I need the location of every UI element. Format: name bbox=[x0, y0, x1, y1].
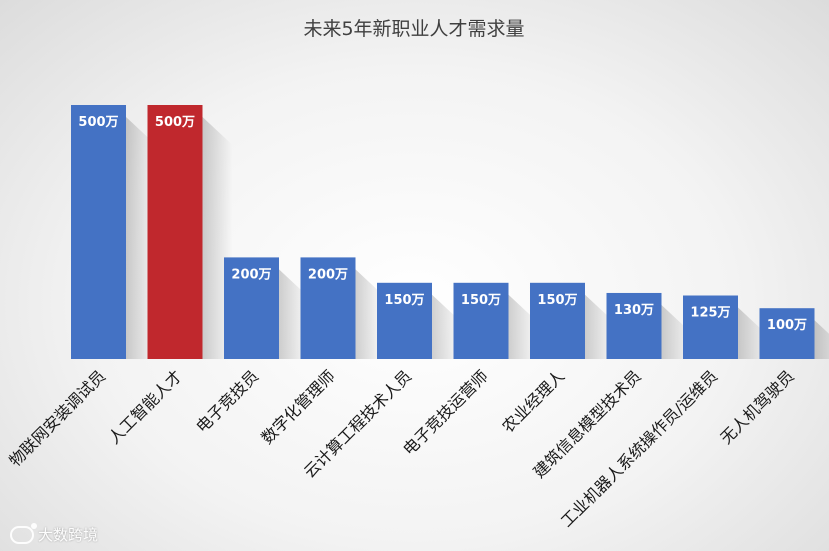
category-label: 物联网安装调试员 bbox=[5, 366, 109, 470]
chart-title: 未来5年新职业人才需求量 bbox=[303, 18, 524, 40]
data-label: 500万 bbox=[78, 115, 118, 130]
category-label: 无人机驾驶员 bbox=[717, 366, 798, 447]
category-label: 人工智能人才 bbox=[105, 366, 186, 447]
data-label: 130万 bbox=[614, 303, 654, 318]
bar bbox=[224, 257, 279, 359]
data-label: 150万 bbox=[537, 293, 577, 308]
bar-shadow bbox=[814, 320, 829, 359]
bar bbox=[759, 308, 815, 359]
watermark: 大数跨境 bbox=[10, 522, 99, 545]
bar bbox=[300, 257, 356, 359]
data-label: 100万 bbox=[767, 318, 807, 333]
data-label: 200万 bbox=[231, 267, 271, 282]
bar bbox=[453, 282, 509, 359]
category-label: 电子竞技员 bbox=[192, 366, 262, 436]
category-label: 数字化管理师 bbox=[258, 366, 339, 447]
data-label: 125万 bbox=[690, 306, 730, 321]
data-label: 200万 bbox=[308, 267, 348, 282]
bar bbox=[683, 295, 738, 359]
data-label: 150万 bbox=[461, 293, 501, 308]
bar bbox=[71, 105, 126, 359]
watermark-text: 大数跨境 bbox=[38, 526, 99, 544]
data-label: 500万 bbox=[155, 115, 195, 130]
data-label: 150万 bbox=[384, 293, 424, 308]
bar bbox=[530, 282, 585, 359]
logo-icon bbox=[10, 522, 37, 544]
category-label: 农业经理人 bbox=[498, 366, 568, 436]
bar bbox=[606, 292, 662, 359]
bar bbox=[147, 105, 203, 359]
bar bbox=[377, 282, 432, 359]
category-label: 工业机器人系统操作员/运维员 bbox=[557, 366, 721, 530]
